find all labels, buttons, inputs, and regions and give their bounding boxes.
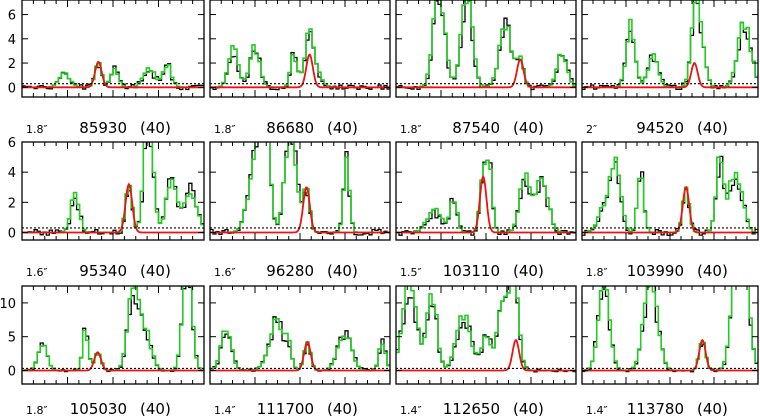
model-total-spectrum: [582, 286, 758, 372]
spectrum-panel: 0 2 4 6 1.6″ 95340 (40): [8, 136, 205, 280]
y-tick-label: 2: [8, 196, 16, 211]
count-label: (40): [327, 400, 358, 418]
beam-label: 1.6″: [26, 266, 48, 279]
frequency-label: 103110: [443, 262, 500, 280]
model-line-curve: [396, 338, 576, 372]
spectrum-panel: 1.4″ 113780 (40): [581, 285, 759, 418]
model-line-curve: [22, 60, 204, 89]
plot-area: [396, 0, 576, 91]
y-tick-label: 4: [8, 166, 16, 181]
count-label: (40): [513, 119, 544, 137]
beam-label: 1.4″: [400, 404, 422, 417]
model-total-spectrum: [210, 28, 390, 89]
frequency-label: 103990: [627, 262, 684, 280]
frequency-label: 112650: [443, 400, 500, 418]
y-tick-label: 2: [8, 57, 16, 72]
model-line-curve: [396, 58, 576, 89]
y-tick-label: 4: [8, 33, 16, 48]
beam-label: 1.4″: [214, 404, 236, 417]
count-label: (40): [513, 262, 544, 280]
model-line-curve: [22, 182, 204, 234]
y-tick-label: 5: [8, 331, 16, 346]
plot-area: [582, 155, 758, 236]
beam-label: 2″: [586, 123, 597, 136]
spectrum-panel: 1.4″ 111700 (40): [209, 285, 391, 418]
count-label: (40): [140, 400, 171, 418]
beam-label: 1.8″: [214, 123, 236, 136]
frequency-label: 85930: [79, 119, 127, 137]
panel-frame: [395, 0, 577, 98]
spectrum-panel: 2″ 94520 (40): [581, 0, 759, 137]
count-label: (40): [697, 262, 728, 280]
y-tick-label: 0: [8, 226, 16, 241]
frequency-label: 105030: [70, 400, 127, 418]
model-line-curve: [582, 338, 758, 372]
frequency-label: 86680: [266, 119, 314, 137]
model-line-curve: [396, 174, 576, 234]
count-label: (40): [697, 119, 728, 137]
model-line-curve: [210, 186, 390, 234]
model-line-curve: [582, 185, 758, 234]
model-line-curve: [582, 62, 758, 89]
model-total-spectrum: [210, 318, 390, 372]
spectrum-panel: 1.8″ 87540 (40): [395, 0, 577, 137]
count-label: (40): [697, 400, 728, 418]
y-tick-label: 0: [8, 364, 16, 379]
model-total-spectrum: [396, 159, 576, 234]
beam-label: 1.8″: [400, 123, 422, 136]
plot-area: [22, 60, 204, 91]
beam-label: 1.4″: [586, 404, 608, 417]
spectrum-panel: 0 5 10 1.8″ 105030 (40): [0, 285, 205, 418]
plot-area: [210, 316, 390, 372]
frequency-label: 95340: [79, 262, 127, 280]
frequency-label: 111700: [257, 400, 314, 418]
model-total-spectrum: [210, 142, 390, 234]
y-tick-label: 10: [0, 297, 16, 312]
y-tick-label: 6: [8, 136, 16, 151]
count-label: (40): [327, 262, 358, 280]
model-total-spectrum: [396, 0, 576, 89]
beam-label: 1.8″: [26, 123, 48, 136]
model-line-curve: [22, 351, 204, 372]
spectrum-panel: 1.8″ 86680 (40): [209, 0, 391, 137]
frequency-label: 87540: [452, 119, 500, 137]
beam-label: 1.8″: [586, 266, 608, 279]
y-tick-label: 6: [8, 9, 16, 24]
plot-area: [582, 286, 758, 373]
plot-area: [210, 142, 390, 236]
plot-area: [210, 28, 390, 91]
spectrum-panel: 1.6″ 96280 (40): [209, 141, 391, 280]
model-total-spectrum: [22, 62, 204, 89]
spectrum-panel: 1.4″ 112650 (40): [395, 285, 577, 418]
model-total-spectrum: [582, 0, 758, 89]
spectrum-panel: 1.8″ 103990 (40): [581, 141, 759, 280]
model-line-curve: [210, 53, 390, 89]
plot-area: [396, 159, 576, 236]
beam-label: 1.6″: [214, 266, 236, 279]
y-tick-label: 0: [8, 81, 16, 96]
plot-area: [582, 0, 758, 91]
plot-area: [396, 286, 576, 373]
frequency-label: 113780: [627, 400, 684, 418]
beam-label: 1.5″: [400, 266, 422, 279]
model-total-spectrum: [582, 156, 758, 234]
count-label: (40): [140, 119, 171, 137]
spectrum-panel: 1.5″ 103110 (40): [395, 141, 577, 280]
count-label: (40): [513, 400, 544, 418]
frequency-label: 94520: [636, 119, 684, 137]
frequency-label: 96280: [266, 262, 314, 280]
observed-spectrum: [396, 0, 576, 91]
count-label: (40): [327, 119, 358, 137]
spectrum-panel: 0 2 4 6 1.8″ 85930 (40): [8, 0, 205, 137]
plot-area: [22, 286, 204, 373]
count-label: (40): [140, 262, 171, 280]
beam-label: 1.8″: [26, 404, 48, 417]
plot-area: [22, 142, 204, 236]
